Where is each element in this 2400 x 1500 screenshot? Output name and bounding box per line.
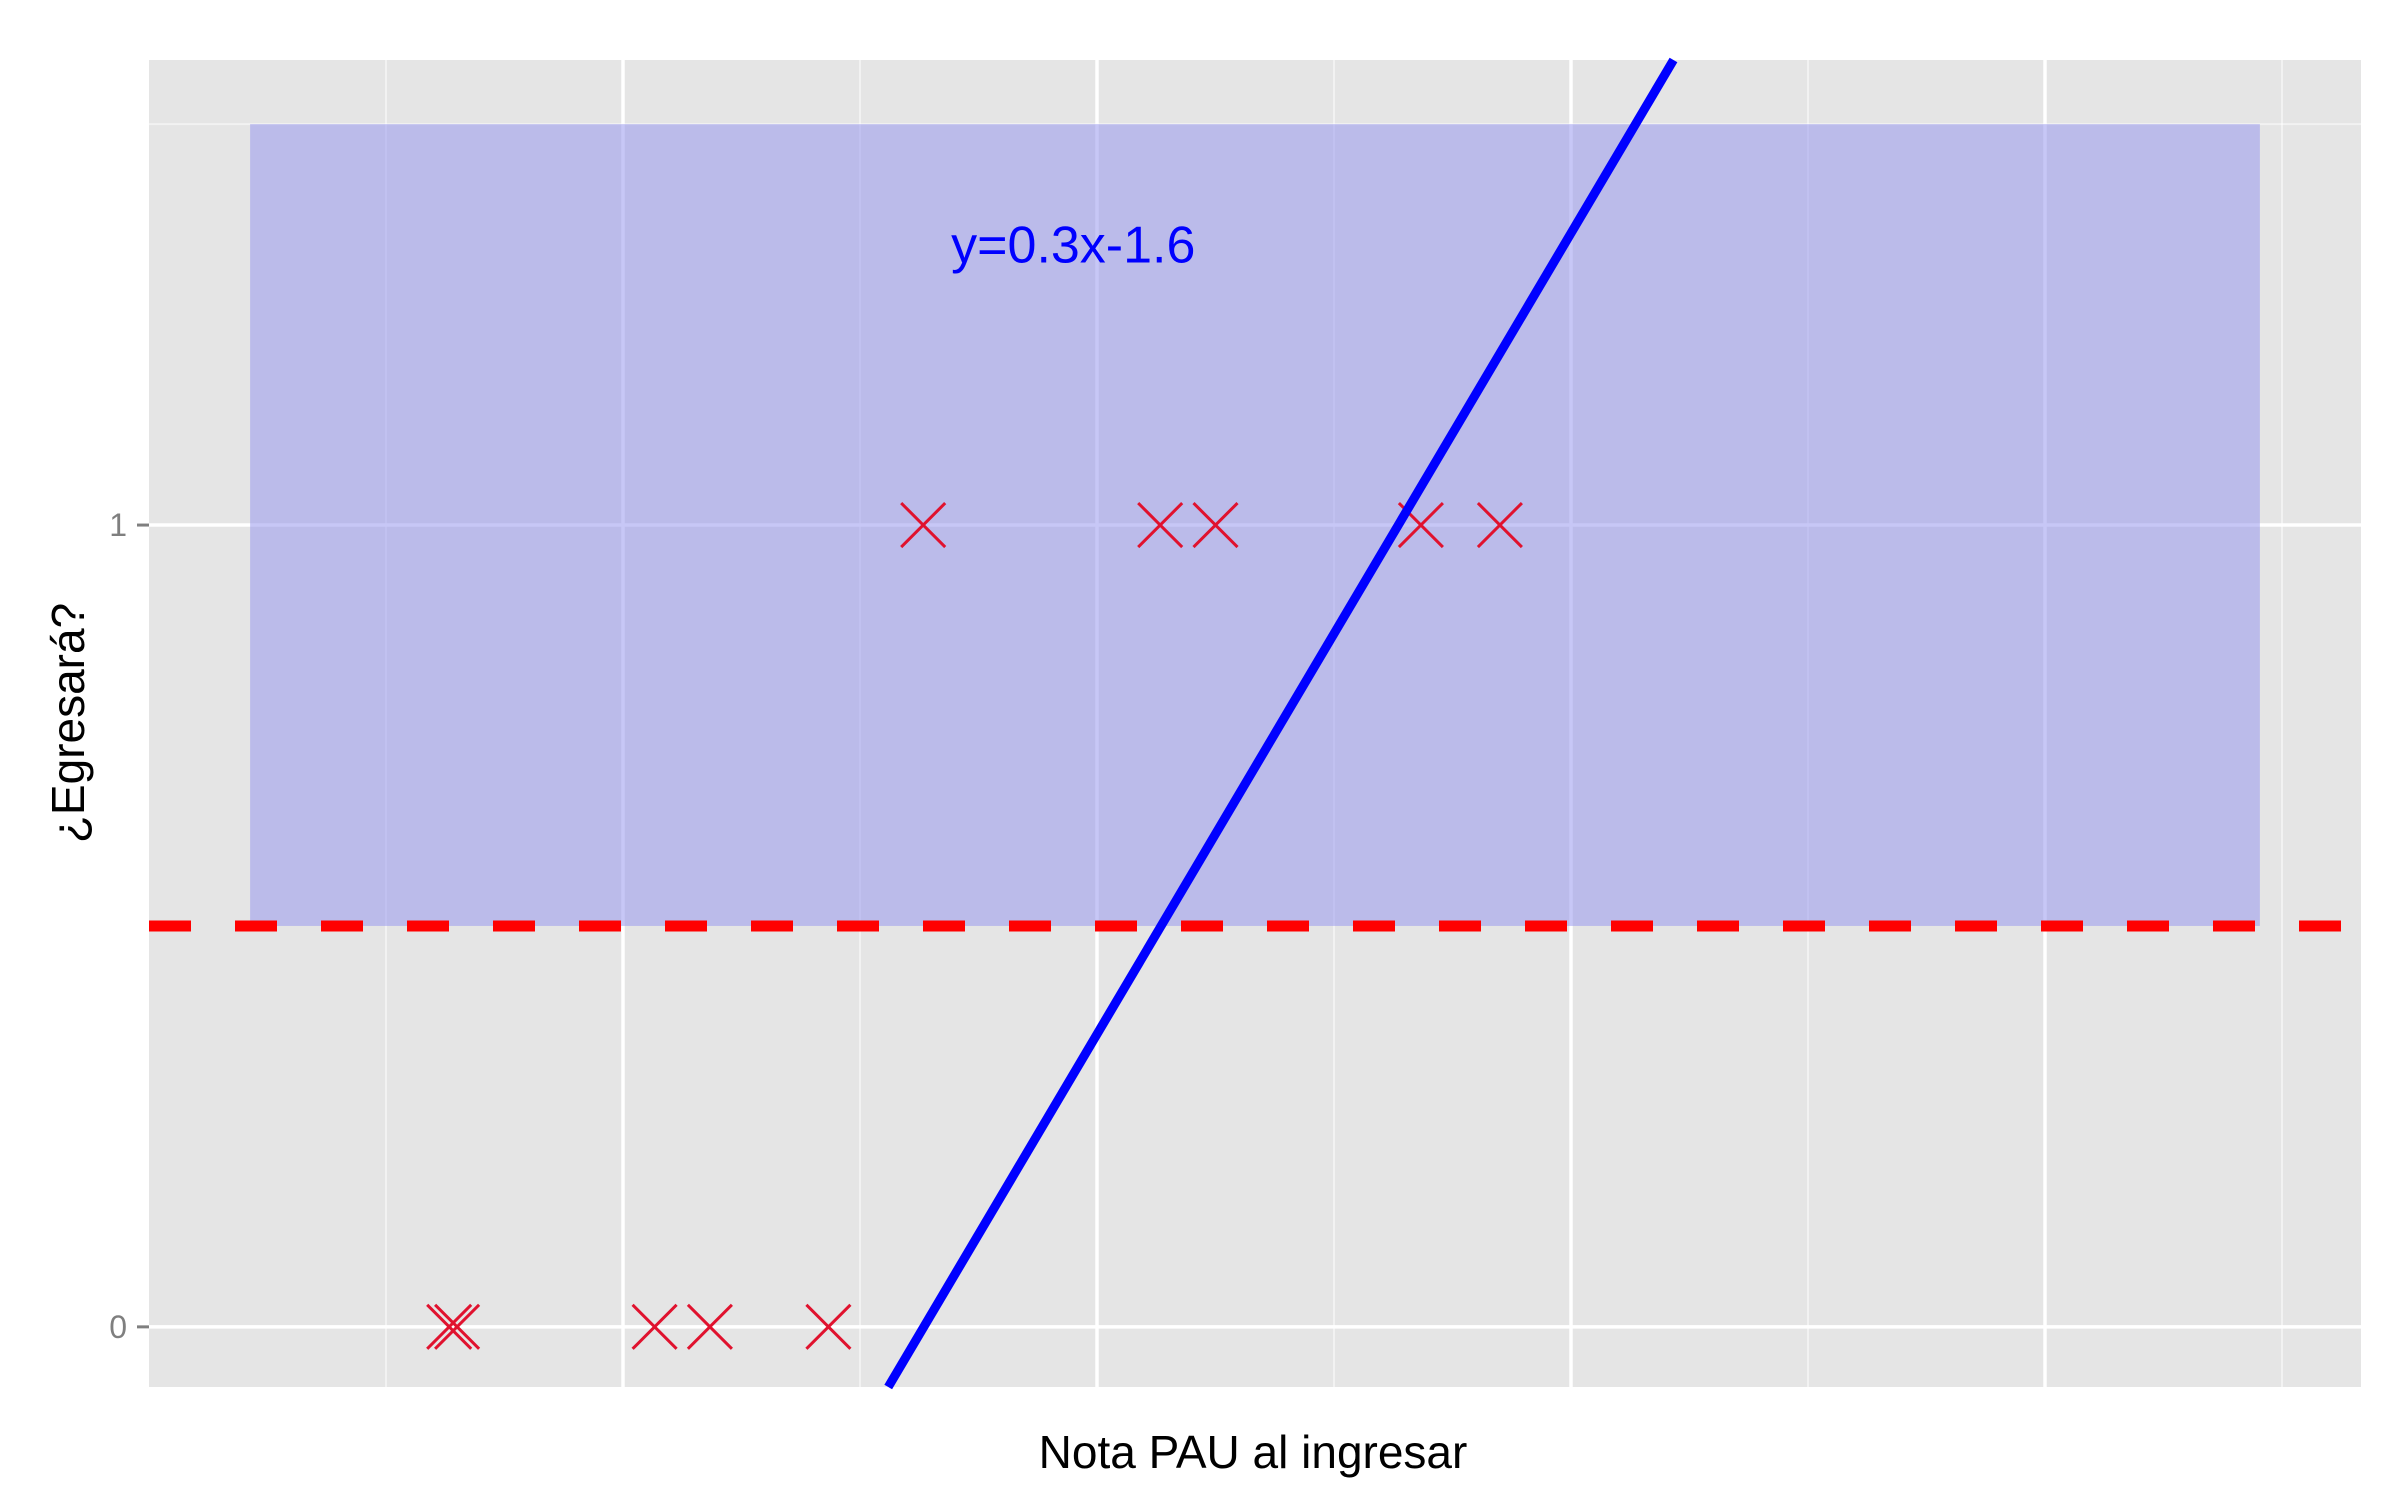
data-point [805,1303,852,1350]
data-point [426,1303,473,1350]
y-axis-title: ¿Egresará? [42,603,94,843]
point-stroke [1476,501,1523,549]
data-points [426,501,1523,1350]
point-stroke [434,1303,481,1350]
data-point [631,1303,678,1350]
data-point [1476,501,1523,549]
fitted-line [884,57,1678,1390]
x-axis-title: Nota PAU al ingresar [1039,1426,1468,1478]
shaded-region [250,124,2260,926]
data-point [686,1303,733,1350]
point-stroke [631,1303,678,1350]
y-tick-label: 1 [109,507,127,543]
shaded-rect [250,124,2260,926]
point-stroke [805,1303,852,1350]
point-stroke [1397,501,1444,549]
data-point [434,1303,481,1350]
data-point [1192,501,1239,549]
equation-annotation: y=0.3x-1.6 [951,216,1195,274]
point-stroke [1192,501,1239,549]
y-axis: 01 [109,507,149,1345]
point-stroke [900,501,947,549]
y-tick-label: 0 [109,1309,127,1345]
point-stroke [1137,501,1184,549]
point-stroke [686,1303,733,1350]
regression-line [884,57,1678,1390]
data-point [900,501,947,549]
point-stroke [426,1303,473,1350]
data-point [1137,501,1184,549]
